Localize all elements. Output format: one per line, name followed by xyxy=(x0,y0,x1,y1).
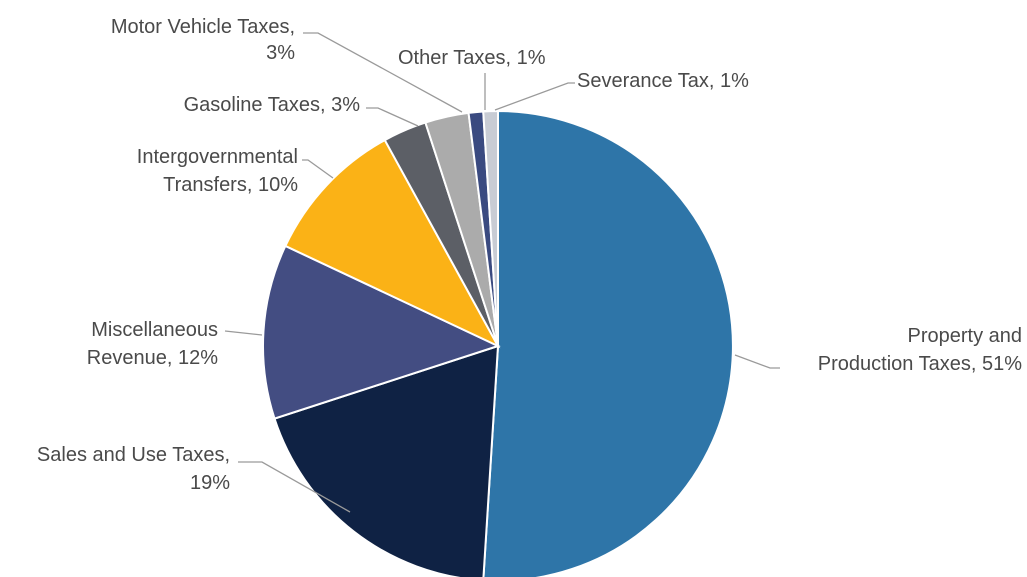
leader-line xyxy=(238,461,351,513)
slice-label: Property and Production Taxes, 51% xyxy=(818,325,1022,375)
slice-label: Sales and Use Taxes, 19% xyxy=(37,444,230,494)
slice-label-line: Gasoline Taxes, 3% xyxy=(184,94,361,116)
slice-label-line: Sales and Use Taxes, xyxy=(37,444,230,466)
slice-label: Motor Vehicle Taxes, 3% xyxy=(111,16,295,64)
slice-label-line: Revenue, 12% xyxy=(87,347,218,369)
slice-label-line: 19% xyxy=(190,472,230,494)
leader-line xyxy=(303,32,463,113)
pie-slices xyxy=(262,109,734,577)
leader-line xyxy=(734,354,780,369)
slice-label-line: Production Taxes, 51% xyxy=(818,353,1022,375)
leader-line xyxy=(224,330,263,336)
pie-slice-severance-tax xyxy=(482,109,499,347)
pie-slice-property-and-production-taxes xyxy=(482,109,734,577)
slice-label: Miscellaneous Revenue, 12% xyxy=(87,319,218,369)
pie-slice-miscellaneous-revenue xyxy=(262,244,501,420)
slice-label: Severance Tax, 1% xyxy=(577,70,749,92)
slice-label-line: Transfers, 10% xyxy=(163,174,298,196)
slice-label-line: Intergovernmental xyxy=(137,146,298,168)
slice-label-line: 3% xyxy=(266,42,295,64)
slice-labels: Property and Production Taxes, 51% Sales a… xyxy=(37,16,1022,494)
slice-label: Intergovernmental Transfers, 10% xyxy=(137,146,298,196)
slice-label-line: Property and xyxy=(907,325,1022,347)
slice-label: Gasoline Taxes, 3% xyxy=(184,94,361,116)
leader-lines xyxy=(224,32,780,513)
slice-label-line: Severance Tax, 1% xyxy=(577,70,749,92)
slice-label-line: Other Taxes, 1% xyxy=(398,47,546,69)
leader-line xyxy=(494,82,575,111)
leader-line xyxy=(302,159,334,179)
leader-line xyxy=(366,107,419,127)
slice-label-line: Motor Vehicle Taxes, xyxy=(111,16,295,38)
slice-label-line: Miscellaneous xyxy=(91,319,218,341)
pie-slice-intergovernmental-transfers xyxy=(284,138,501,349)
slice-label: Other Taxes, 1% xyxy=(398,47,546,69)
